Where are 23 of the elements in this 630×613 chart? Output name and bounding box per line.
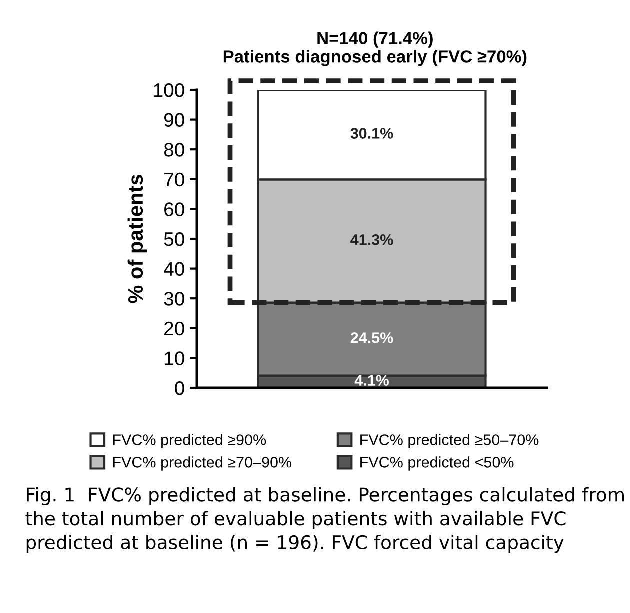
y-tick-label: 0 <box>175 381 184 396</box>
data-label: 41.3% <box>350 234 394 246</box>
legend-label: FVC% predicted ≥70–90% <box>113 456 292 471</box>
y-tick-label: 100 <box>154 83 184 98</box>
y-tick-label: 10 <box>165 352 184 366</box>
y-tick-label: 40 <box>164 262 184 276</box>
y-tick-label: 80 <box>164 143 184 157</box>
chart-subtitle: Patients diagnosed early (FVC ≥70%) <box>224 50 527 66</box>
y-axis-title: % of patients <box>128 175 148 304</box>
y-tick-label: 70 <box>164 172 184 187</box>
y-tick-label: 20 <box>164 322 184 336</box>
legend-label: FVC% predicted ≥90% <box>113 434 266 448</box>
data-label: 30.1% <box>350 128 394 139</box>
legend-label: FVC% predicted <50% <box>360 456 514 471</box>
legend-label: FVC% predicted ≥50–70% <box>360 434 539 448</box>
caption: Fig. 1 FVC% predicted at baseline. Percentages calculated from the total number of evaluable patients with available FVC predicted at baseline (n = 196). FVC forced vital capacity <box>26 487 624 554</box>
y-tick-label: 60 <box>164 202 184 216</box>
y-tick-label: 50 <box>164 232 184 246</box>
y-tick-label: 90 <box>164 113 184 128</box>
y-tick-label: 30 <box>164 292 184 306</box>
data-label: 24.5% <box>350 332 394 344</box>
chart-title: N=140 (71.4%) <box>318 32 433 48</box>
data-label: 4.1% <box>354 375 390 386</box>
